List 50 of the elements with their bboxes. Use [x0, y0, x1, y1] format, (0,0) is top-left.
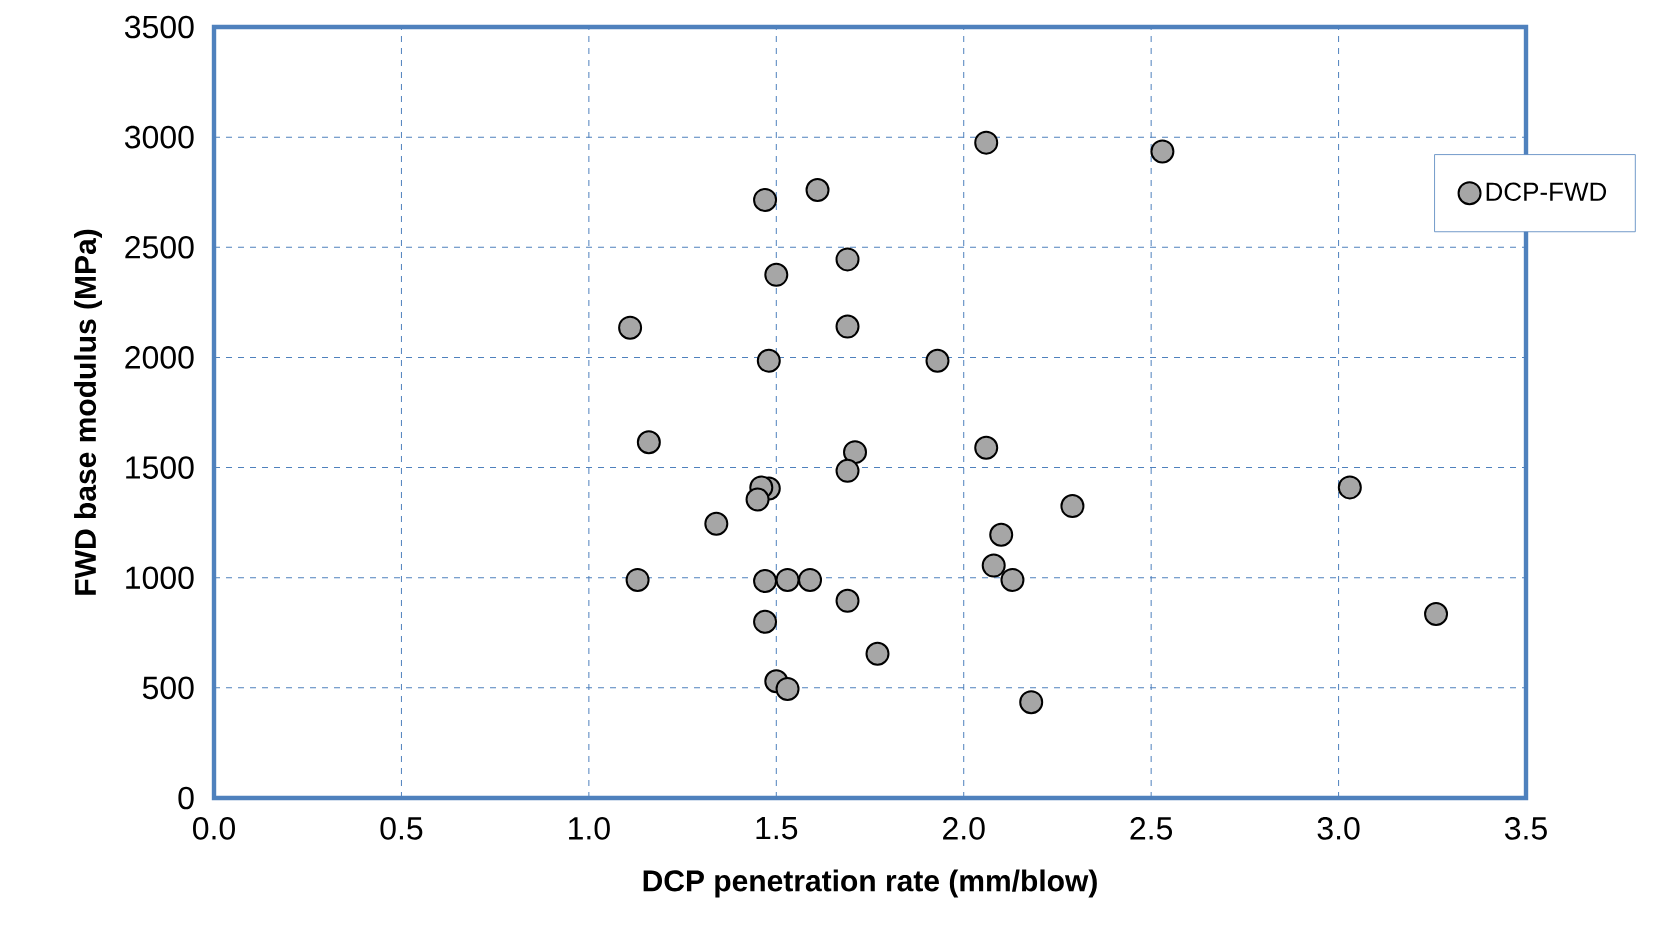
x-tick-label: 0.5 [380, 817, 423, 840]
x-axis-title: DCP penetration rate (mm/blow) [643, 869, 1097, 898]
point [865, 641, 890, 666]
y-tick-label: 3500 [124, 15, 194, 39]
point [753, 187, 778, 212]
point [835, 458, 860, 483]
point [775, 567, 800, 592]
point [753, 569, 778, 593]
point [835, 314, 860, 339]
point [1337, 475, 1362, 500]
point [756, 348, 781, 373]
x-tick-label: 3.5 [1504, 817, 1547, 840]
x-tick-label: 1.5 [756, 817, 798, 840]
y-tick-label: 2500 [125, 235, 194, 259]
x-tick-label: 2.0 [943, 817, 985, 840]
point [981, 553, 1006, 578]
point [753, 609, 778, 634]
y-tick-label: 500 [142, 676, 194, 700]
point [798, 567, 823, 592]
point [989, 522, 1014, 547]
y-tick-label: 0 [178, 786, 194, 810]
point [805, 178, 830, 202]
y-tick-label: 3000 [124, 125, 194, 149]
point [1000, 567, 1025, 592]
point [974, 130, 999, 155]
x-tick-label: 0.0 [193, 817, 235, 840]
point [843, 440, 868, 465]
legend-label: DCP-FWD [1486, 182, 1607, 201]
point [1150, 139, 1175, 164]
point [618, 315, 643, 340]
point [835, 588, 860, 613]
point [745, 487, 770, 512]
point [1424, 602, 1449, 627]
point [1019, 690, 1044, 715]
point [636, 430, 661, 455]
point [625, 567, 650, 592]
y-tick-label: 2000 [125, 346, 194, 369]
x-tick-label: 3.0 [1317, 817, 1360, 840]
point [704, 511, 729, 536]
point [974, 435, 999, 460]
y-tick-label: 1500 [126, 456, 194, 479]
point [775, 676, 800, 701]
x-tick-label: 1.0 [569, 817, 610, 840]
point [764, 262, 789, 287]
point [925, 348, 950, 373]
y-axis-title: FWD base modulus (MPa) [74, 229, 103, 595]
x-tick-label: 2.5 [1130, 817, 1173, 840]
point [835, 247, 860, 272]
point [1060, 494, 1085, 519]
y-tick-label: 1000 [126, 566, 194, 590]
